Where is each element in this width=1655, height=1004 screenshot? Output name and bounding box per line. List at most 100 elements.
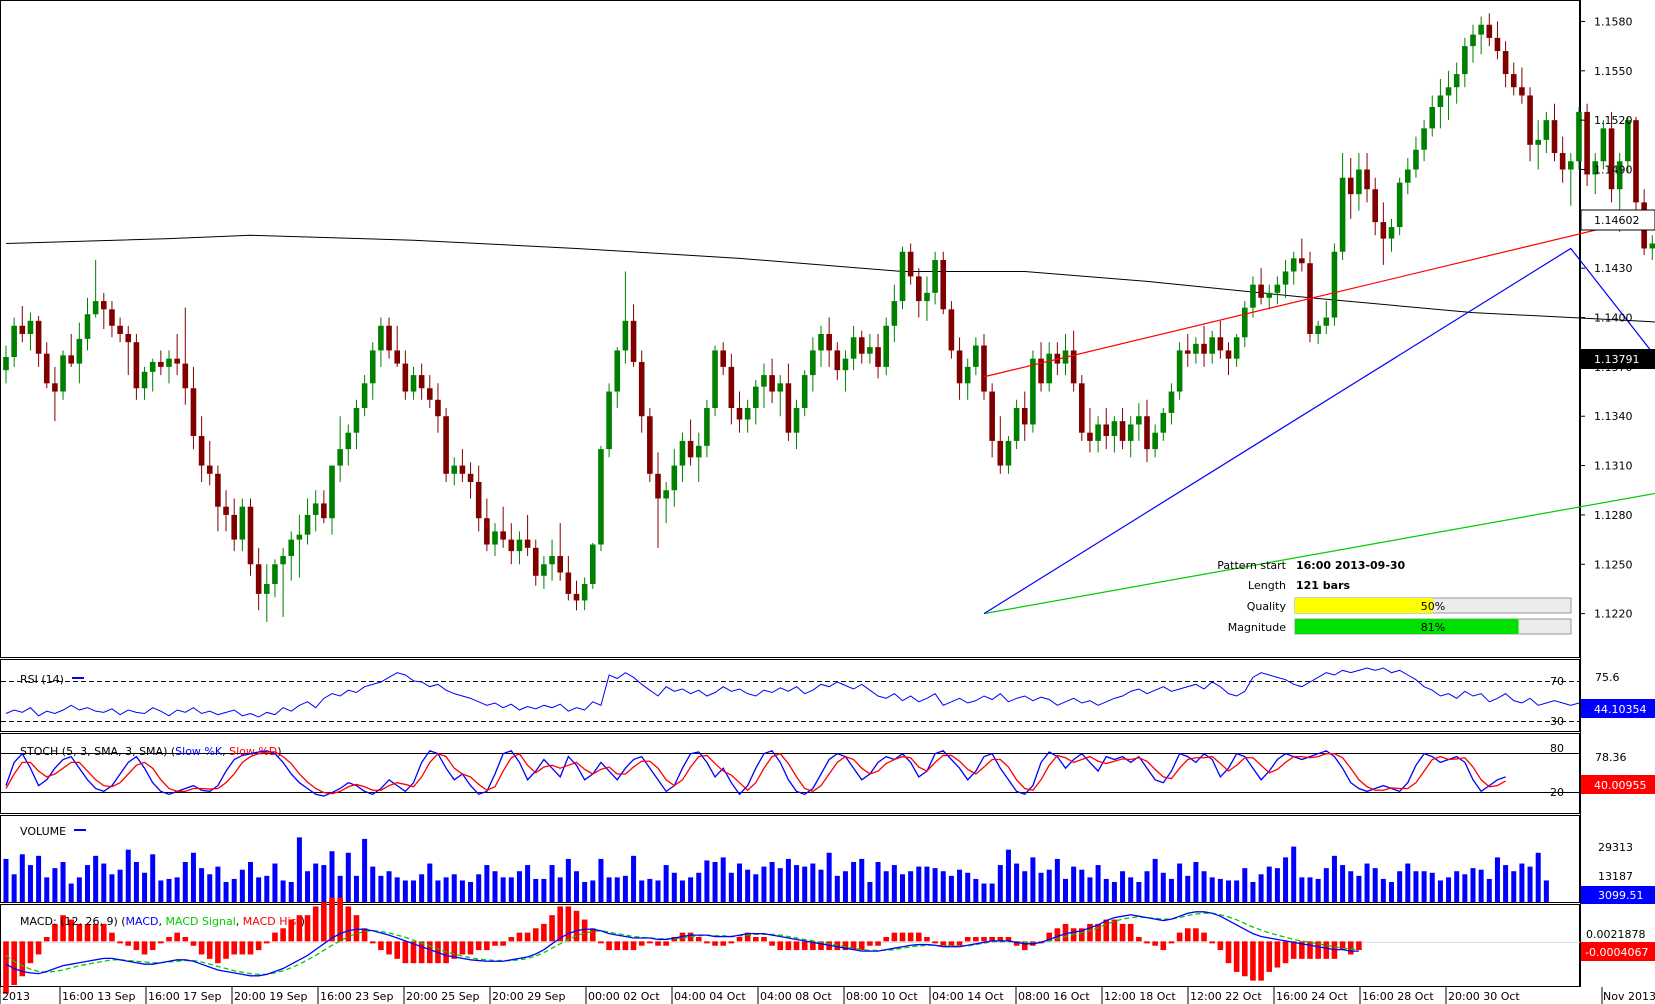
macd-hist-bar	[1315, 941, 1321, 959]
candle-body	[427, 388, 433, 400]
candle-body	[451, 465, 458, 474]
candle-body	[1233, 337, 1240, 359]
candle-body	[215, 473, 221, 507]
macd-hist-bar	[1176, 932, 1183, 942]
macd-hist-bar	[867, 941, 873, 946]
candle-body	[1584, 111, 1590, 175]
volume-bar	[785, 858, 791, 902]
macd-hist-bar	[247, 941, 254, 955]
candle-body	[410, 375, 417, 392]
candle-body	[1437, 95, 1444, 107]
x-tick-label: 04:00 08 Oct	[760, 990, 832, 1003]
macd-hist-bar	[475, 941, 482, 951]
volume-bar	[93, 855, 99, 902]
x-tick-label: 08:00 16 Oct	[1018, 990, 1090, 1003]
volume-bar	[402, 880, 408, 902]
macd-hist-bar	[345, 906, 352, 942]
candle-body	[101, 301, 107, 310]
macd-hist-bar	[1013, 941, 1020, 946]
macd-hist-bar	[280, 928, 286, 942]
candle-body	[459, 465, 466, 474]
macd-hist-bar	[1095, 923, 1101, 942]
candle-body	[141, 371, 148, 389]
volume-bar	[647, 878, 653, 902]
candle-body	[174, 358, 180, 364]
price-tick-label: 1.1250	[1594, 558, 1633, 571]
volume-bar	[1429, 872, 1435, 902]
volume-bar	[158, 880, 164, 902]
volume-bar	[1421, 871, 1427, 902]
candle-body	[117, 325, 123, 334]
volume-bar	[622, 875, 628, 902]
candle-body	[1021, 408, 1028, 425]
macd-hist-bar	[117, 941, 123, 944]
candle-body	[891, 301, 898, 326]
macd-hist-bar	[1144, 941, 1150, 944]
macd-hist-bar	[378, 941, 384, 951]
volume-bar	[76, 877, 82, 902]
macd-histogram	[3, 897, 1362, 994]
macd-hist-bar	[1062, 923, 1069, 942]
candle-body	[695, 445, 702, 458]
volume-bar	[1250, 882, 1256, 902]
sma-value-text: 1.13791	[1594, 353, 1640, 366]
volume-bar	[582, 882, 588, 902]
rsi-panel: RSI (14) 70 30 75.6 44.10354	[1, 667, 1655, 728]
macd-hist-bar	[361, 928, 368, 942]
volume-bar	[231, 878, 237, 902]
candle-body	[1136, 416, 1142, 425]
price-tick-label: 1.1220	[1594, 608, 1633, 621]
candle-body	[704, 408, 710, 446]
candle-body	[932, 259, 938, 293]
volume-bar	[133, 862, 139, 902]
candle-body	[1217, 337, 1224, 351]
candle-body	[1527, 95, 1533, 145]
candle-body	[1266, 292, 1273, 298]
candle-body	[3, 357, 9, 371]
candle-body	[1502, 51, 1509, 75]
stoch-panel-frame	[0, 733, 1580, 814]
macd-hist-bar	[695, 937, 702, 942]
volume-bar	[1486, 878, 1492, 902]
stoch-title-main: STOCH (5, 3, SMA, 3, SMA)	[20, 745, 167, 758]
rsi-value: 44.10354	[1594, 703, 1647, 716]
pattern-length-value: 121 bars	[1296, 579, 1351, 592]
x-tick-label: 12:00 22 Oct	[1190, 990, 1262, 1003]
sma-line	[5, 234, 1655, 323]
volume-bar	[1234, 880, 1240, 902]
candle-body	[1633, 120, 1639, 203]
volume-bar	[851, 862, 857, 902]
volume-bar	[900, 874, 905, 902]
volume-bar	[777, 868, 783, 902]
quality-value: 50%	[1421, 600, 1445, 613]
candle-body	[899, 251, 906, 302]
volume-bar	[150, 854, 156, 902]
candle-body	[1103, 424, 1110, 436]
volume-bar	[1274, 868, 1280, 902]
stoch-k-line	[5, 750, 1506, 797]
candle-body	[337, 449, 343, 466]
macd-hist-bar	[60, 915, 66, 942]
volume-bar	[3, 858, 9, 902]
candle-body	[1315, 325, 1321, 334]
volume-bar	[427, 863, 433, 902]
candle-body	[598, 449, 604, 545]
macd-hist-bar	[174, 932, 180, 942]
volume-bar	[549, 865, 555, 902]
macd-hist-bar	[761, 937, 767, 942]
macd-hist-bar	[818, 941, 824, 951]
x-tick-label: 2013	[2, 990, 30, 1003]
macd-hist-bar	[1160, 941, 1167, 951]
volume-bar	[516, 871, 522, 902]
candle-body	[418, 375, 425, 389]
candle-body	[296, 534, 303, 540]
macd-hist-bar	[166, 937, 172, 942]
candle-body	[1201, 343, 1207, 354]
volume-bar	[1380, 878, 1386, 902]
volume-bar	[1356, 875, 1362, 902]
volume-bar	[1144, 871, 1150, 902]
macd-hist-bar	[467, 941, 474, 955]
macd-hist-bar	[875, 941, 881, 946]
volume-bar	[834, 875, 840, 902]
volume-bar	[1063, 878, 1068, 902]
